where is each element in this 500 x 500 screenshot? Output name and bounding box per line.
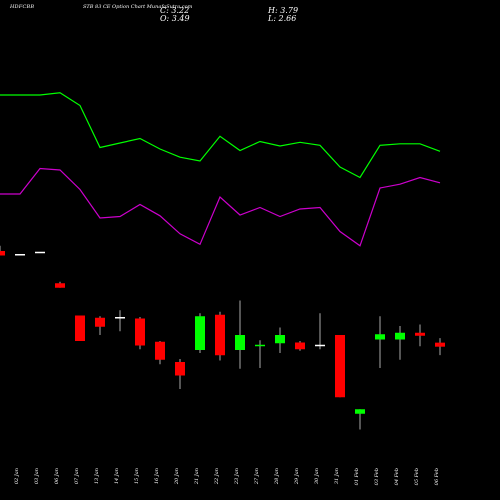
- date-label: 22 Jan: [214, 468, 220, 485]
- candle-body: [75, 315, 85, 341]
- candle-body: [115, 317, 125, 319]
- candles-group: [0, 245, 445, 430]
- candle-body: [235, 335, 245, 350]
- candle-body: [155, 341, 165, 360]
- date-label: 03 Feb: [374, 468, 380, 485]
- candle: [435, 338, 445, 356]
- candle-body: [55, 283, 65, 288]
- close-value: C: 3.22: [160, 6, 190, 15]
- low-value: L: 2.66: [268, 14, 297, 23]
- date-label: 23 Jan: [234, 468, 240, 485]
- candle-body: [335, 335, 345, 398]
- candle-body: [435, 342, 445, 347]
- candle: [115, 310, 125, 332]
- candle: [95, 316, 105, 335]
- candle-body: [0, 251, 5, 256]
- candle-body: [195, 316, 205, 350]
- candle: [395, 326, 405, 360]
- candle-body: [175, 362, 185, 376]
- candle-body: [395, 332, 405, 340]
- candle: [55, 281, 65, 288]
- candle-body: [95, 317, 105, 327]
- candle-body: [15, 254, 25, 256]
- candle: [75, 315, 85, 341]
- candle-body: [355, 409, 365, 414]
- date-label: 29 Jan: [294, 468, 300, 485]
- candle: [35, 251, 45, 254]
- candle: [215, 311, 225, 361]
- candle-body: [315, 344, 325, 347]
- candle: [295, 341, 305, 351]
- candle: [155, 341, 165, 365]
- candle: [375, 316, 385, 368]
- candle: [335, 335, 345, 398]
- candle: [415, 324, 425, 347]
- date-label: 31 Jan: [334, 468, 340, 484]
- date-label: 21 Jan: [194, 468, 200, 485]
- date-label: 06 Feb: [434, 468, 440, 485]
- symbol-label: HDFCBB: [10, 4, 35, 10]
- candle-body: [275, 335, 285, 344]
- candle: [135, 317, 145, 350]
- candle-body: [415, 332, 425, 336]
- candle-body: [135, 318, 145, 346]
- date-label: 27 Jan: [254, 468, 260, 485]
- date-label: 14 Jan: [114, 468, 120, 484]
- date-label: 03 Jan: [34, 468, 40, 484]
- candle-body: [35, 251, 45, 254]
- date-label: 15 Jan: [134, 468, 140, 484]
- magenta-line: [0, 167, 441, 247]
- candle: [255, 340, 265, 368]
- candle: [0, 245, 5, 256]
- date-labels: 02 Jan 03 Jan 06 Jan 07 Jan 13 Jan 14 Jan 15 J…: [14, 468, 440, 485]
- date-label: 20 Jan: [174, 468, 180, 485]
- date-label: 01 Feb: [354, 468, 360, 485]
- candle: [275, 327, 285, 353]
- date-label: 05 Feb: [414, 468, 420, 485]
- high-value: H: 3.79: [268, 6, 299, 15]
- date-label: 28 Jan: [274, 468, 280, 485]
- candle: [315, 313, 325, 350]
- candle: [355, 409, 365, 430]
- candle-body: [375, 334, 385, 340]
- date-label: 30 Jan: [314, 468, 320, 484]
- chart-title: STB 83 CE Option Chart MunafaSutra.com: [83, 4, 193, 10]
- candle: [175, 359, 185, 389]
- indicator-lines: [0, 92, 441, 247]
- candle-body: [295, 342, 305, 350]
- candle-body: [255, 344, 265, 347]
- date-label: 04 Feb: [394, 468, 400, 485]
- date-label: 16 Jan: [154, 468, 160, 484]
- candle: [15, 254, 25, 256]
- candle: [195, 313, 205, 353]
- date-label: 07 Jan: [74, 468, 80, 484]
- candle-body: [215, 314, 225, 356]
- date-label: 02 Jan: [14, 468, 20, 484]
- date-label: 06 Jan: [54, 468, 60, 484]
- open-value: O: 3.49: [160, 14, 190, 23]
- green-line: [0, 92, 441, 179]
- candle: [235, 300, 245, 369]
- date-label: 13 Jan: [94, 468, 100, 484]
